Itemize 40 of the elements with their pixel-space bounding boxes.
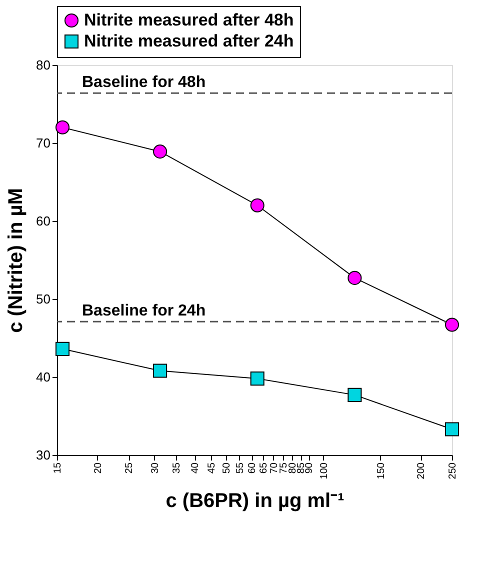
point	[250, 198, 264, 212]
x-tick-label: 75	[278, 462, 290, 474]
y-tick-label: 50	[36, 292, 50, 306]
x-tick-label: 90	[304, 462, 316, 474]
x-tick-label: 70	[268, 462, 280, 474]
point	[55, 120, 70, 134]
x-tick-label: 45	[206, 462, 218, 474]
x-tick-label: 60	[247, 462, 258, 474]
ref-line-label: Baseline for 48h	[82, 74, 206, 92]
x-tick-label: 55	[234, 462, 246, 474]
x-tick-label: 200	[416, 462, 428, 480]
x-tick-label: 20	[92, 462, 104, 474]
point	[444, 422, 460, 436]
point	[153, 144, 168, 159]
x-tick-label: 40	[190, 462, 202, 474]
y-tick-label: 80	[36, 58, 50, 72]
legend-label: Nitrite measured after 24h	[84, 32, 294, 50]
x-tick-label: 65	[258, 462, 270, 474]
y-tick-label: 60	[36, 214, 50, 228]
x-axis-title: c (B6PR) in µg ml⁻¹	[166, 490, 345, 512]
y-tick-label: 30	[36, 448, 50, 462]
x-tick-label: 150	[376, 462, 387, 480]
x-tick-label: 15	[52, 462, 64, 474]
ref-line-label: Baseline for 24h	[82, 302, 206, 320]
point	[444, 318, 460, 332]
x-tick-label: 25	[124, 462, 136, 474]
x-tick-label: 30	[150, 462, 161, 474]
point	[55, 342, 70, 356]
point	[250, 372, 264, 386]
legend-label: Nitrite measured after 48h	[84, 10, 294, 30]
y-tick-label: 40	[36, 370, 50, 384]
point	[348, 270, 362, 285]
point	[348, 388, 362, 402]
x-tick-label: 100	[318, 462, 330, 480]
x-tick-label: 250	[448, 462, 458, 480]
point	[153, 364, 168, 378]
x-tick-label: 50	[222, 462, 233, 474]
y-axis-title: c (Nitrite) in µM	[5, 188, 28, 333]
x-tick-label: 35	[171, 462, 182, 474]
y-tick-label: 70	[36, 136, 50, 150]
